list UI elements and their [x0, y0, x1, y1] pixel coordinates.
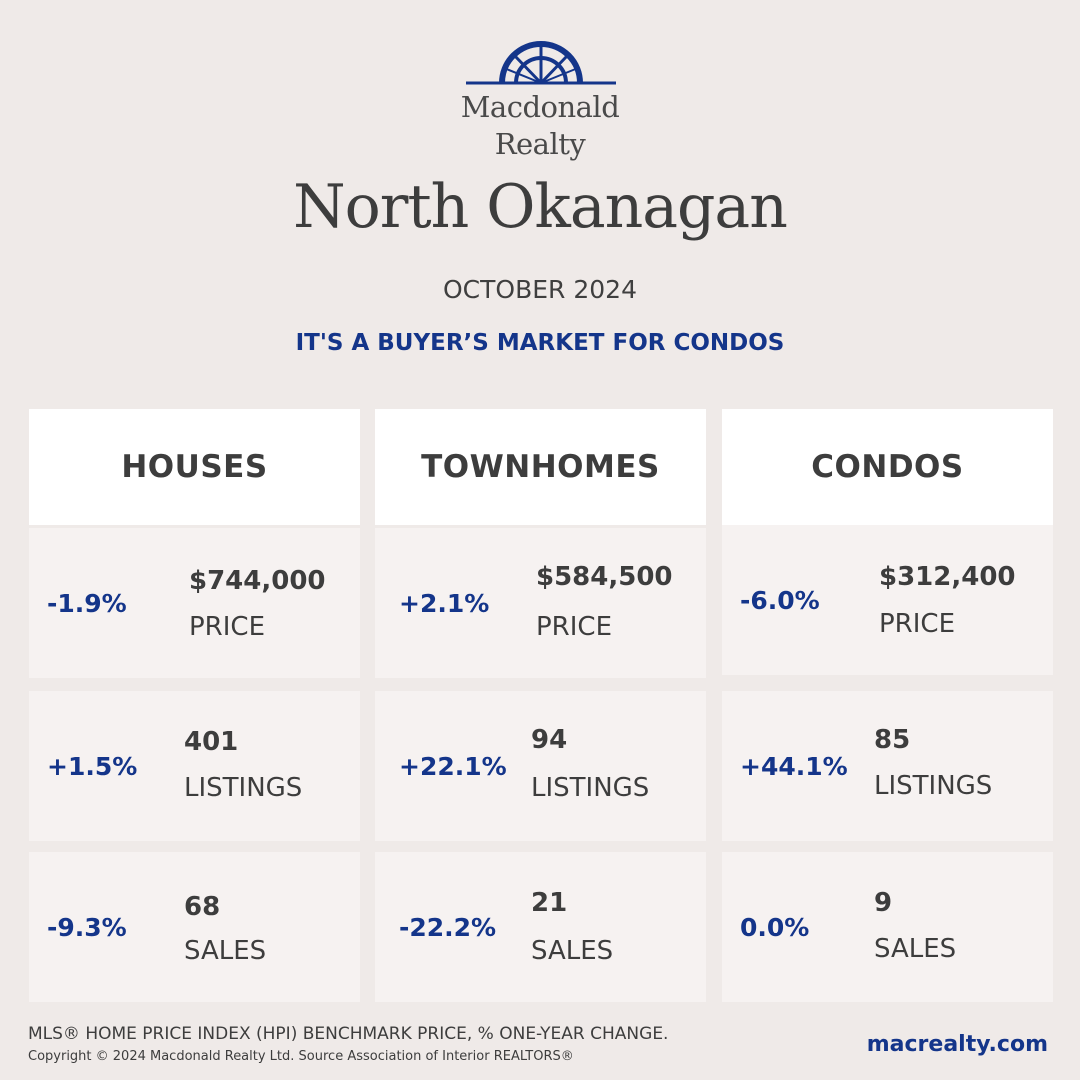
condos-sales-card: 0.0% 9 SALES — [722, 852, 1053, 1002]
condos-sales-value: 9 — [874, 888, 893, 918]
market-headline: IT'S A BUYER’S MARKET FOR CONDOS — [295, 330, 785, 356]
houses-price-change: -1.9% — [47, 588, 127, 618]
report-month: OCTOBER 2024 — [443, 275, 637, 304]
sunburst-arch-icon — [466, 41, 616, 85]
houses-sales-change: -9.3% — [47, 912, 127, 942]
column-heading-townhomes: TOWNHOMES — [375, 409, 706, 525]
condos-price-label: PRICE — [879, 609, 955, 639]
houses-sales-value: 68 — [184, 892, 221, 922]
brand-logo: Macdonald Realty — [440, 38, 640, 164]
website-link[interactable]: macrealty.com — [866, 1032, 1048, 1057]
column-heading-houses: HOUSES — [29, 409, 360, 525]
townhomes-sales-value: 21 — [531, 888, 568, 918]
townhomes-price-label: PRICE — [536, 612, 612, 642]
houses-listings-value: 401 — [184, 727, 239, 757]
houses-sales-card: -9.3% 68 SALES — [29, 852, 360, 1002]
brand-name-line1: Macdonald — [460, 90, 620, 124]
houses-sales-label: SALES — [184, 936, 267, 966]
houses-listings-card: +1.5% 401 LISTINGS — [29, 691, 360, 841]
townhomes-sales-change: -22.2% — [399, 912, 497, 942]
townhomes-listings-label: LISTINGS — [531, 773, 650, 803]
condos-listings-change: +44.1% — [740, 751, 848, 781]
townhomes-sales-label: SALES — [531, 936, 614, 966]
condos-listings-card: +44.1% 85 LISTINGS — [722, 691, 1053, 841]
condos-price-change: -6.0% — [740, 585, 820, 615]
condos-sales-label: SALES — [874, 934, 957, 964]
townhomes-sales-card: -22.2% 21 SALES — [375, 852, 706, 1002]
townhomes-listings-change: +22.1% — [399, 751, 507, 781]
region-title: North Okanagan — [293, 172, 788, 242]
townhomes-listings-card: +22.1% 94 LISTINGS — [375, 691, 706, 841]
houses-listings-label: LISTINGS — [184, 773, 303, 803]
townhomes-price-value: $584,500 — [536, 562, 673, 592]
brand-name-line2: Realty — [494, 127, 586, 161]
houses-price-card: -1.9% $744,000 PRICE — [29, 528, 360, 678]
copyright-notice: Copyright © 2024 Macdonald Realty Ltd. S… — [28, 1049, 574, 1064]
houses-price-label: PRICE — [189, 612, 265, 642]
townhomes-price-change: +2.1% — [399, 588, 490, 618]
column-heading-condos: CONDOS — [722, 409, 1053, 525]
condos-price-value: $312,400 — [879, 562, 1016, 592]
houses-listings-change: +1.5% — [47, 751, 138, 781]
townhomes-listings-value: 94 — [531, 725, 568, 755]
condos-listings-value: 85 — [874, 725, 911, 755]
condos-listings-label: LISTINGS — [874, 771, 993, 801]
houses-price-value: $744,000 — [189, 566, 326, 596]
condos-price-card: -6.0% $312,400 PRICE — [722, 525, 1053, 675]
condos-sales-change: 0.0% — [740, 912, 810, 942]
townhomes-price-card: +2.1% $584,500 PRICE — [375, 528, 706, 678]
hpi-footnote: MLS® HOME PRICE INDEX (HPI) BENCHMARK PR… — [28, 1024, 669, 1044]
